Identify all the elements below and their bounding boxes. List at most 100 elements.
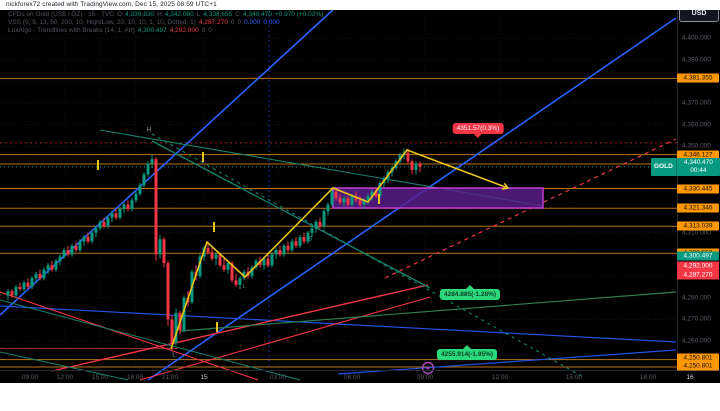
- legend-value: L: [196, 11, 201, 18]
- trendline: [0, 305, 677, 343]
- candle-body: [354, 195, 358, 201]
- zigzag-arrowhead: [501, 182, 510, 190]
- snapshot-attribution: nickforex72 created with TradingView.com…: [6, 1, 217, 8]
- axis-price-label: 4,370.000: [682, 99, 711, 107]
- candle-body: [10, 291, 14, 296]
- legend-value: C: [235, 11, 240, 18]
- legend-value: 0: [230, 19, 235, 26]
- legend-value: 4,338.655: [203, 11, 233, 18]
- time-axis-label: 21:00: [161, 374, 179, 381]
- price-axis[interactable]: 4,400.000 4,390.000 4,370.000 4,360.000 4,35…: [677, 10, 720, 370]
- time-axis-label: 06:00: [343, 374, 361, 381]
- candle-body: [226, 263, 230, 270]
- candle-body: [90, 232, 94, 242]
- candle-body: [338, 198, 342, 203]
- candle-body: [370, 191, 374, 196]
- candle-body: [418, 163, 422, 167]
- bar-countdown: 00:44: [690, 166, 707, 174]
- candle-body: [298, 237, 302, 246]
- price-callout-label[interactable]: 4255.914(-1.95%): [436, 345, 498, 360]
- candle-body: [234, 280, 238, 285]
- candle-body: [366, 195, 370, 201]
- candle-body: [326, 204, 330, 212]
- axis-price-badge: 4,292.000: [677, 261, 719, 271]
- legend-row-0[interactable]: CFDs on Gold (US$ / OZ) · 15 · TVC O 4,339…: [8, 11, 326, 19]
- last-price: 4,340.470: [683, 158, 713, 166]
- legend-row-2[interactable]: LuxAlgo - Trendlines with Breaks (14, 1,…: [8, 27, 326, 35]
- axis-price-label: 4,280.000: [682, 294, 711, 302]
- candle-body: [294, 241, 298, 246]
- legend-value: 0: [237, 19, 242, 26]
- candle-body: [66, 250, 70, 255]
- time-axis-label: 15: [200, 374, 208, 381]
- axis-price-badge: 4,250.801: [677, 353, 719, 363]
- candle-body: [410, 161, 414, 171]
- axis-price-label: 4,400.000: [682, 34, 711, 42]
- last-price-values: 4,340.470 00:44: [677, 158, 720, 176]
- candle-body: [322, 211, 326, 227]
- price-callout-label[interactable]: 4284.885(-1.28%): [439, 285, 501, 300]
- axis-price-badge: 4,287.270: [677, 270, 719, 280]
- anchor-point-dot: [426, 366, 430, 370]
- candle-body: [18, 286, 22, 290]
- candle-body: [314, 221, 318, 229]
- candle-body: [334, 191, 338, 199]
- pivot-marker-H: H: [146, 126, 152, 134]
- time-axis-label: 15:00: [91, 374, 109, 381]
- candle-body: [414, 163, 418, 171]
- chart-legend: CFDs on Gold (US$ / OZ) · 15 · TVC O 4,339…: [8, 11, 326, 35]
- axis-price-badge: 4,313.039: [677, 221, 719, 231]
- candle-body: [126, 204, 130, 209]
- candle-body: [302, 237, 306, 242]
- axis-price-badge: 4,346.127: [677, 150, 719, 160]
- candle-body: [310, 228, 314, 233]
- price-callout-label[interactable]: 4351.57(0.3%): [452, 123, 504, 138]
- candle-body: [26, 282, 30, 287]
- candle-body: [158, 239, 162, 255]
- candle-body: [270, 254, 274, 266]
- candle-body: [342, 198, 346, 203]
- axis-price-badge: 4,321.346: [677, 203, 719, 213]
- candle-body: [94, 228, 98, 233]
- candle-body: [62, 250, 66, 257]
- candle-body: [182, 297, 186, 331]
- candle-body: [350, 195, 354, 205]
- trendline: [0, 291, 259, 381]
- candle-body: [166, 263, 170, 320]
- candle-body: [274, 250, 278, 255]
- candle-body: [214, 254, 218, 259]
- candle-body: [142, 174, 146, 186]
- candle-body: [242, 271, 246, 279]
- last-price-badge: GOLD 4,340.470 00:44: [651, 157, 720, 176]
- legend-value: CFDs on Gold (US$ / OZ) · 15 · TVC: [8, 11, 115, 18]
- candle-body: [170, 319, 174, 344]
- candle-body: [206, 247, 210, 253]
- time-axis[interactable]: 09:00 12:00 15:00 18:00 21:00 15 03:00 06:00 09:…: [0, 370, 720, 384]
- candle-body: [358, 200, 362, 205]
- candle-body: [218, 254, 222, 266]
- time-axis-label: 12:00: [491, 374, 509, 381]
- top-strip: nickforex72 created with TradingView.com…: [0, 0, 720, 10]
- legend-value: 0: [201, 27, 206, 34]
- candle-body: [78, 241, 82, 251]
- trendline: [51, 284, 429, 372]
- candle-body: [262, 258, 266, 266]
- axis-price-label: 4,350.000: [682, 142, 711, 150]
- candle-body: [210, 252, 214, 259]
- legend-value: 4,339.830: [125, 11, 155, 18]
- legend-value: 4,292.000: [169, 27, 199, 34]
- legend-value: 0.000: [244, 19, 261, 26]
- legend-value: O: [117, 11, 123, 18]
- legend-value: H: [157, 11, 162, 18]
- candle-body: [266, 258, 270, 266]
- candle-body: [198, 256, 202, 277]
- candle-body: [230, 263, 234, 281]
- trendline: [0, 351, 129, 381]
- candle-body: [98, 221, 102, 229]
- candle-body: [86, 237, 90, 242]
- legend-row-1[interactable]: VSS (0, 9, 13, 50, 200, 10, High/Low, 20…: [8, 19, 326, 27]
- trendline: [179, 291, 677, 332]
- trendline: [151, 133, 586, 379]
- candle-body: [114, 213, 118, 218]
